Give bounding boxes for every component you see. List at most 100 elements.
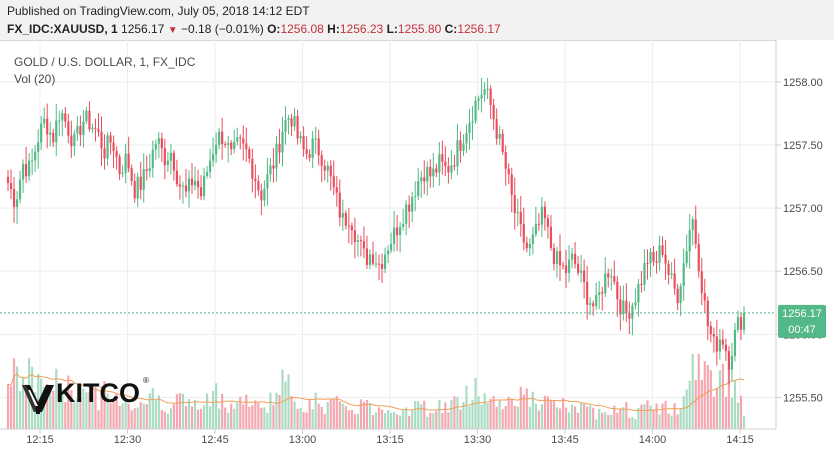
volume-bar [154, 400, 157, 429]
candle-body [586, 281, 589, 305]
volume-bar [362, 401, 366, 429]
volume-bar [12, 358, 16, 429]
volume-bar [18, 391, 22, 429]
volume-bar [477, 396, 480, 429]
candle-body [396, 227, 399, 236]
volume-bar [157, 395, 160, 429]
candle-body [314, 138, 317, 140]
candle-body [411, 196, 414, 212]
high-label: H: [327, 22, 340, 36]
volume-bar [365, 399, 369, 429]
candle-body [281, 131, 284, 153]
candle-body [133, 181, 136, 199]
volume-bar [187, 399, 191, 429]
volume-bar [100, 386, 103, 429]
volume-bar [85, 392, 88, 429]
candle-body [64, 113, 67, 122]
candle-body [12, 189, 16, 207]
candle-body [202, 176, 206, 197]
volume-bar [25, 384, 28, 429]
time-tick-label: 13:15 [376, 434, 404, 446]
candle-body [368, 254, 372, 265]
volume-bar [432, 412, 435, 429]
candle-body [323, 165, 326, 171]
candle-body [383, 254, 387, 269]
candle-body [619, 299, 622, 315]
candle-body [640, 284, 643, 286]
volume-bar [377, 407, 381, 429]
volume-bar [338, 401, 341, 429]
candle-body [616, 281, 619, 300]
candle-body [498, 133, 501, 139]
volume-bar [453, 396, 456, 429]
candle-body [429, 166, 432, 177]
volume-bar [573, 406, 577, 429]
volume-bar [260, 407, 263, 429]
volume-bar [486, 403, 489, 429]
volume-bar [293, 401, 296, 429]
price-chart[interactable]: KITCO ® 1258.00 1257.50 1257.00 1256.50 1256… [0, 40, 834, 453]
volume-bar [239, 396, 242, 429]
candle-body [6, 176, 10, 184]
candle-body [190, 178, 194, 186]
volume-bar [121, 403, 124, 429]
price-axis-bg [776, 40, 834, 429]
volume-bar [209, 406, 212, 429]
volume-bar [516, 406, 519, 429]
candle-body [31, 160, 34, 162]
candle-body [193, 180, 197, 186]
volume-bar [323, 414, 326, 429]
candle-body [658, 245, 661, 263]
price-tick-label: 1256.50 [783, 266, 823, 278]
price-tick-label: 1257.50 [783, 140, 823, 152]
candle-body [555, 251, 559, 264]
candle-body [522, 223, 525, 243]
top-info-bar: Published on TradingView.com, July 05, 2… [0, 0, 834, 41]
volume-bar [254, 400, 257, 429]
candle-body [742, 312, 746, 330]
candle-body [435, 168, 438, 173]
volume-bar [610, 414, 613, 429]
candle-body [540, 206, 543, 225]
volume-bar [386, 410, 390, 429]
candle-body [344, 212, 347, 226]
candle-body [52, 132, 55, 143]
volume-bar [296, 408, 299, 429]
candle-body [169, 152, 172, 161]
candle-body [76, 125, 79, 134]
candle-body [450, 165, 453, 173]
volume-bar [380, 409, 384, 429]
candle-body [359, 240, 363, 242]
candle-body [49, 132, 52, 135]
candle-body [513, 194, 516, 214]
candle-body [703, 293, 706, 301]
volume-bar [501, 409, 504, 429]
candle-body [573, 253, 577, 264]
candle-body [248, 149, 251, 159]
volume-bar [604, 411, 607, 429]
candle-body [676, 288, 679, 304]
candle-body [495, 119, 498, 139]
volume-bar [667, 413, 670, 429]
volume-bar [166, 413, 169, 429]
volume-bar [218, 408, 221, 429]
candle-body [245, 143, 248, 150]
volume-bar [305, 412, 308, 429]
candle-body [444, 161, 447, 167]
candle-body [408, 204, 411, 212]
volume-bar [691, 354, 694, 429]
volume-bar [456, 396, 459, 429]
candle-body [58, 120, 61, 122]
candle-body [205, 172, 209, 177]
volume-bar [619, 409, 622, 429]
volume-bar [251, 405, 254, 429]
candle-body [332, 176, 335, 188]
volume-bar [441, 412, 444, 429]
volume-bar [700, 379, 703, 429]
candle-body [55, 120, 58, 143]
candle-body [528, 244, 531, 249]
volume-bar [344, 406, 347, 429]
candle-body [414, 196, 417, 198]
volume-bar [202, 405, 206, 429]
volume-bar [483, 393, 486, 429]
